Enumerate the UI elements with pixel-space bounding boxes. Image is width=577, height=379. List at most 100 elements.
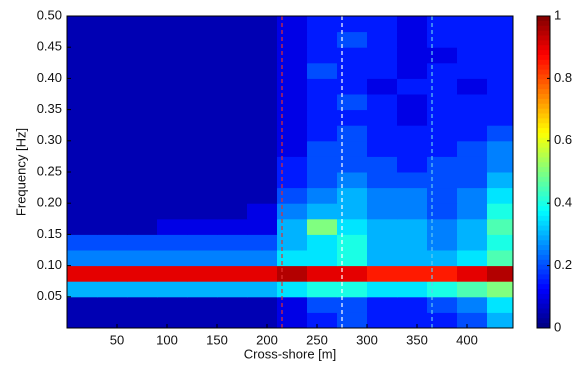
heat-cell (307, 109, 338, 126)
heat-cell (127, 250, 158, 267)
colorbar-step (537, 128, 550, 134)
heat-cell (157, 312, 188, 328)
heat-cell (457, 140, 488, 157)
heat-cell (247, 47, 278, 64)
colorbar-step (537, 50, 550, 56)
heat-cell (67, 281, 98, 298)
heat-cell (397, 31, 428, 48)
heat-cell (277, 125, 308, 142)
heat-cell (157, 296, 188, 313)
colorbar-step (537, 240, 550, 246)
heat-cell (367, 265, 398, 282)
colorbar-tick-label: 0.8 (554, 70, 572, 85)
heat-cell (487, 218, 513, 235)
heat-cell (127, 156, 158, 173)
colorbar-step (537, 298, 550, 305)
heat-cell (277, 78, 308, 95)
colorbar-step (537, 25, 550, 32)
heat-cell (487, 172, 513, 189)
heat-cell (277, 218, 308, 235)
heat-cell (97, 94, 128, 111)
heat-cell (457, 265, 488, 282)
heat-cell (127, 234, 158, 251)
heat-cell (67, 234, 98, 251)
heat-cell (217, 172, 248, 189)
heat-cell (247, 140, 278, 157)
heat-cell (97, 250, 128, 267)
heat-cell (67, 16, 98, 33)
heat-cell (427, 234, 458, 251)
heat-cell (157, 94, 188, 111)
heat-cell (457, 109, 488, 126)
heat-cell (67, 125, 98, 142)
heat-cell (427, 281, 458, 298)
heat-cell (487, 296, 513, 313)
x-tick-label: 200 (256, 332, 278, 347)
heat-cell (187, 234, 218, 251)
heat-cell (397, 47, 428, 64)
x-axis-label: Cross-shore [m] (244, 346, 336, 361)
heat-cell (337, 62, 368, 79)
heat-cell (277, 187, 308, 204)
heat-cell (397, 218, 428, 235)
heat-cell (457, 62, 488, 79)
heat-cell (247, 16, 278, 33)
heat-cell (187, 250, 218, 267)
heat-cell (127, 47, 158, 64)
x-tick-label: 50 (110, 332, 124, 347)
colorbar-step (537, 113, 550, 119)
heat-cell (157, 62, 188, 79)
heat-cell (97, 140, 128, 157)
heat-cell (187, 265, 218, 282)
heat-cell (247, 172, 278, 189)
heat-cell (337, 94, 368, 111)
heat-cell (157, 156, 188, 173)
heat-cell (157, 16, 188, 33)
heat-cell (427, 94, 458, 111)
heat-cell (397, 312, 428, 328)
heat-cell (457, 187, 488, 204)
colorbar-step (537, 201, 550, 207)
heat-cell (307, 218, 338, 235)
heat-cell (307, 125, 338, 142)
heat-cell (277, 172, 308, 189)
heat-cell (457, 156, 488, 173)
heat-cell (337, 125, 368, 142)
y-tick-label: 0.15 (37, 226, 62, 241)
heat-cell (127, 125, 158, 142)
heat-cell (457, 31, 488, 48)
heat-cell (427, 47, 458, 64)
heat-cell (367, 187, 398, 204)
heat-cell (277, 296, 308, 313)
heat-cell (97, 234, 128, 251)
heat-cell (337, 281, 368, 298)
heat-cell (67, 296, 98, 313)
heat-cell (337, 109, 368, 126)
colorbar-step (537, 225, 550, 231)
heat-cell (277, 265, 308, 282)
colorbar-step (537, 20, 550, 27)
colorbar-step (537, 167, 550, 173)
heat-cell (217, 78, 248, 95)
heat-cell (187, 109, 218, 126)
heat-cell (247, 296, 278, 313)
heat-cell (187, 78, 218, 95)
heat-cell (277, 156, 308, 173)
heat-cell (367, 140, 398, 157)
colorbar-step (537, 79, 550, 85)
heat-cell (367, 234, 398, 251)
heat-cell (247, 156, 278, 173)
heat-cell (217, 94, 248, 111)
colorbar-step (537, 245, 550, 251)
heat-cell (157, 281, 188, 298)
heat-cell (277, 203, 308, 220)
heat-cell (97, 47, 128, 64)
heat-cell (247, 78, 278, 95)
heat-cell (97, 31, 128, 48)
heat-cell (457, 203, 488, 220)
heat-cell (397, 265, 428, 282)
heat-cell (457, 312, 488, 328)
heat-cell (187, 203, 218, 220)
heat-cell (457, 296, 488, 313)
